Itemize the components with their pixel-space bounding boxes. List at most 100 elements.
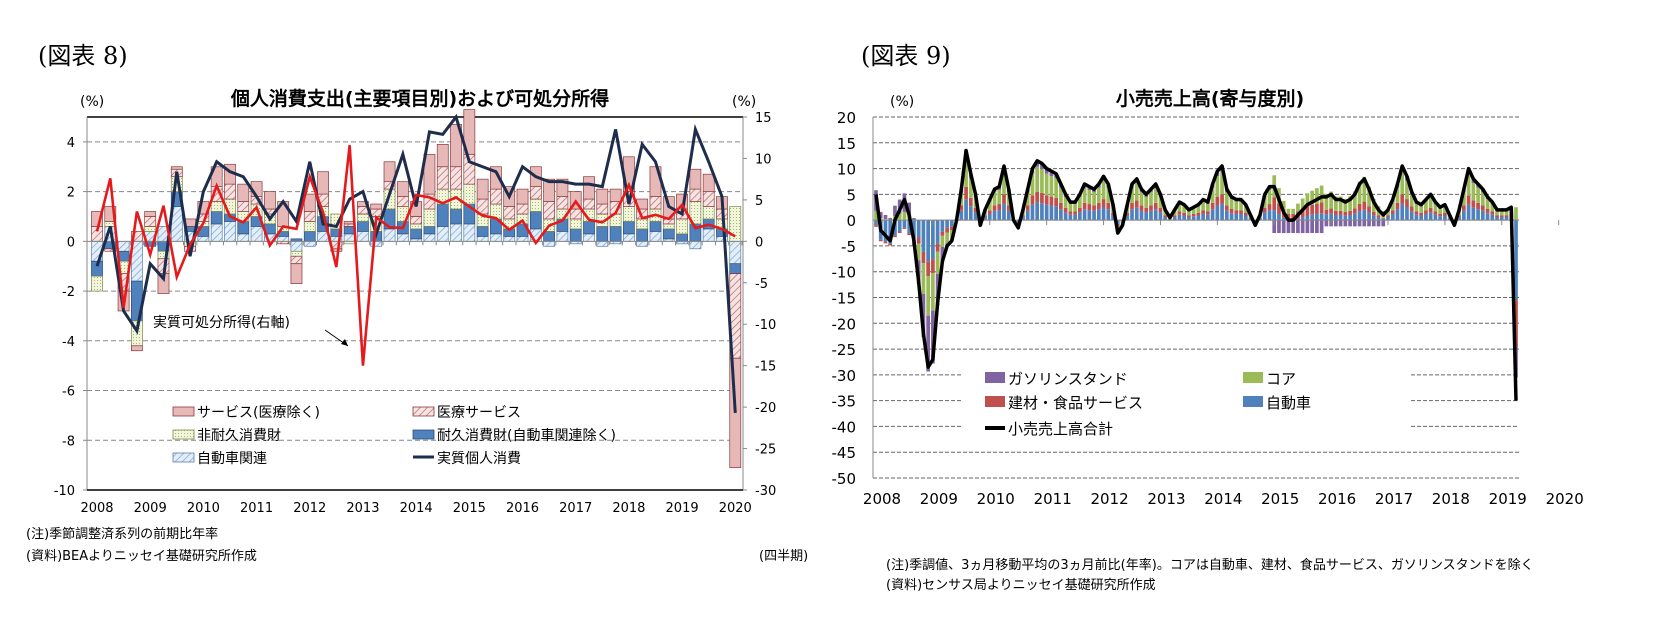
bar-segment bbox=[1111, 215, 1115, 221]
legend-label: 耐久消費財(自動車関連除く) bbox=[437, 427, 616, 444]
bar-segment bbox=[1348, 196, 1352, 211]
bar-segment bbox=[1059, 202, 1063, 210]
y-tick-label: 5 bbox=[846, 186, 856, 204]
left-source: (資料)BEAよりニッセイ基礎研究所作成 bbox=[26, 549, 257, 564]
bar-segment bbox=[1362, 209, 1367, 221]
bar-segment bbox=[1338, 196, 1343, 211]
bar-segment bbox=[912, 218, 916, 221]
bar-segment bbox=[1030, 173, 1035, 196]
bar-segment bbox=[968, 206, 973, 221]
bar-segment bbox=[997, 204, 1002, 211]
bar-segment bbox=[1220, 171, 1224, 195]
bar-segment bbox=[1471, 207, 1476, 221]
bar-segment bbox=[1248, 218, 1253, 221]
bar-segment bbox=[1414, 203, 1419, 212]
bar-segment bbox=[1206, 203, 1210, 212]
bar-segment bbox=[144, 211, 157, 217]
bar-segment bbox=[1196, 206, 1201, 213]
x-tick-label: 2016 bbox=[506, 501, 539, 516]
bar-segment bbox=[1191, 208, 1196, 214]
y-tick-label: -4 bbox=[62, 335, 75, 350]
bar-segment bbox=[1334, 210, 1338, 215]
bar-segment bbox=[1400, 194, 1405, 204]
bar-segment bbox=[1286, 208, 1291, 214]
bar-segment bbox=[1376, 215, 1381, 218]
bar-segment bbox=[1480, 205, 1485, 211]
bar-segment bbox=[1172, 215, 1177, 218]
bar-segment bbox=[1300, 208, 1305, 218]
bar-segment bbox=[1371, 198, 1376, 213]
bar-segment bbox=[1092, 192, 1096, 206]
bar-segment bbox=[1334, 214, 1338, 221]
bar-segment bbox=[1234, 210, 1239, 214]
bar-segment bbox=[1334, 220, 1338, 227]
bar-segment bbox=[1504, 215, 1509, 218]
bar-segment bbox=[1082, 202, 1087, 210]
bar-segment bbox=[1480, 192, 1485, 206]
bar-segment bbox=[1310, 204, 1314, 215]
bar-segment bbox=[1315, 188, 1319, 204]
bar-segment bbox=[1040, 169, 1044, 193]
bar-segment bbox=[1281, 217, 1286, 221]
bar-segment bbox=[1106, 209, 1111, 221]
y-tick-label: -15 bbox=[832, 290, 857, 308]
bar-segment bbox=[1153, 209, 1158, 221]
bar-segment bbox=[950, 226, 954, 231]
bar-segment bbox=[1357, 203, 1362, 212]
bar-segment bbox=[926, 261, 930, 276]
y-tick-label: -2 bbox=[62, 285, 75, 300]
bar-segment bbox=[1025, 210, 1030, 221]
bar-segment bbox=[1476, 209, 1480, 221]
bar-segment bbox=[1395, 202, 1400, 210]
legend-label: 実質個人消費 bbox=[437, 451, 521, 467]
bar-segment bbox=[1329, 213, 1333, 221]
legend-swatch bbox=[412, 406, 435, 417]
bar-segment bbox=[476, 178, 489, 200]
bar-segment bbox=[1144, 196, 1149, 208]
legend-label: 小売売上高合計 bbox=[1008, 420, 1113, 438]
bar-segment bbox=[1395, 187, 1400, 203]
bar-segment bbox=[1371, 220, 1376, 227]
bar-segment bbox=[1002, 171, 1006, 195]
y-tick-label: -50 bbox=[832, 470, 857, 488]
bar-segment bbox=[1296, 203, 1300, 212]
bar-segment bbox=[1025, 205, 1030, 211]
bar-segment bbox=[1220, 203, 1224, 221]
x-tick-label: 2014 bbox=[400, 501, 433, 516]
bar-segment bbox=[907, 220, 912, 234]
bar-segment bbox=[1414, 214, 1419, 221]
bar-segment bbox=[1466, 204, 1471, 221]
bar-segment bbox=[1424, 210, 1428, 214]
bar-segment bbox=[1201, 210, 1205, 214]
bar-segment bbox=[357, 201, 369, 207]
bar-segment bbox=[1305, 206, 1310, 216]
bar-segment bbox=[1390, 213, 1395, 221]
period-label: (四半期) bbox=[759, 549, 809, 564]
bar-segment bbox=[878, 211, 883, 219]
bar-segment bbox=[1063, 212, 1068, 221]
legend-swatch bbox=[1243, 396, 1263, 407]
bar-segment bbox=[916, 237, 921, 244]
bar-segment bbox=[940, 231, 945, 236]
bar-segment bbox=[1348, 214, 1352, 221]
x-tick-label: 2011 bbox=[240, 501, 273, 516]
bar-segment bbox=[1215, 196, 1220, 206]
bar-segment bbox=[1277, 203, 1281, 214]
bar-segment bbox=[926, 315, 930, 372]
right-chart-unit: (%) bbox=[890, 94, 915, 110]
bar-segment bbox=[1130, 187, 1134, 203]
bar-segment bbox=[1286, 220, 1291, 234]
bar-segment bbox=[968, 178, 973, 198]
annotation-arrowhead bbox=[341, 339, 348, 346]
bar-segment bbox=[1073, 214, 1077, 221]
bar-segment bbox=[1210, 209, 1215, 221]
bar-segment bbox=[1210, 202, 1215, 210]
bar-segment bbox=[91, 275, 103, 292]
fig-label-8: (図表 8) bbox=[38, 42, 128, 70]
bar-segment bbox=[1305, 193, 1310, 207]
bar-segment bbox=[1234, 201, 1239, 211]
bar-segment bbox=[1267, 204, 1272, 211]
bar-segment bbox=[1447, 218, 1452, 221]
bar-segment bbox=[131, 345, 143, 352]
bar-segment bbox=[1352, 213, 1357, 221]
